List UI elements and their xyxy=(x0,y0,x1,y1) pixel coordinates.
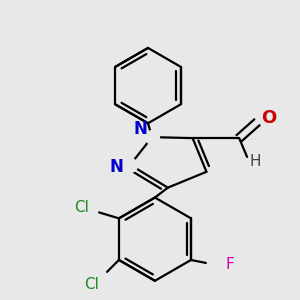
Text: H: H xyxy=(249,154,261,169)
Text: N: N xyxy=(133,120,147,138)
Text: Cl: Cl xyxy=(84,277,99,292)
Text: F: F xyxy=(225,257,234,272)
Text: N: N xyxy=(110,158,123,176)
Text: Cl: Cl xyxy=(74,200,89,215)
Text: O: O xyxy=(261,109,277,127)
